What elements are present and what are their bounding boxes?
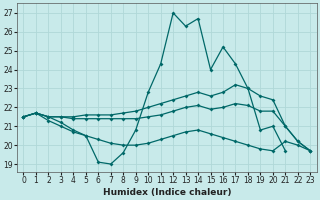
X-axis label: Humidex (Indice chaleur): Humidex (Indice chaleur) (103, 188, 231, 197)
